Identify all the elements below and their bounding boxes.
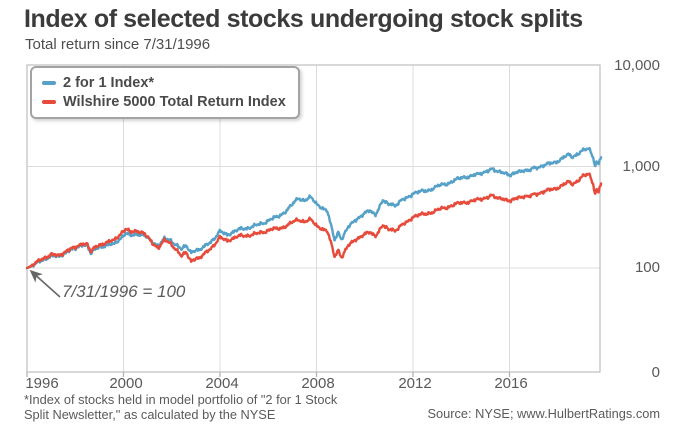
x-axis-ticks <box>26 372 511 377</box>
base-value-annotation: 7/31/1996 = 100 <box>62 282 186 301</box>
legend-label-2for1: 2 for 1 Index* <box>63 74 155 91</box>
y-tick-100: 100 <box>634 259 660 276</box>
legend-item-wilshire: Wilshire 5000 Total Return Index <box>42 92 286 111</box>
footnote-line1: *Index of stocks held in model portfolio… <box>24 392 338 407</box>
x-tick-2004: 2004 <box>205 375 239 392</box>
x-tick-2012: 2012 <box>398 375 432 392</box>
chart-title: Index of selected stocks undergoing stoc… <box>24 5 583 33</box>
chart-subtitle: Total return since 7/31/1996 <box>25 36 211 53</box>
legend-item-2for1: 2 for 1 Index* <box>42 73 286 92</box>
y-tick-0: 0 <box>651 364 660 381</box>
y-tick-1000: 1,000 <box>622 158 660 175</box>
legend-label-wilshire: Wilshire 5000 Total Return Index <box>63 93 286 110</box>
x-tick-2016: 2016 <box>494 375 528 392</box>
x-tick-2008: 2008 <box>301 375 335 392</box>
source-credit: Source: NYSE; www.HulbertRatings.com <box>427 406 660 421</box>
series-line-wilshire <box>25 172 603 270</box>
legend-swatch-blue-icon <box>42 80 56 85</box>
legend-swatch-red-icon <box>42 99 56 104</box>
y-tick-10000: 10,000 <box>614 57 660 74</box>
series-line-2for1 <box>25 146 603 270</box>
gridlines <box>27 65 600 372</box>
x-tick-1996: 1996 <box>25 375 59 392</box>
footnote-line2: Split Newsletter," as calculated by the … <box>24 407 276 422</box>
x-tick-2000: 2000 <box>109 375 143 392</box>
legend: 2 for 1 Index* Wilshire 5000 Total Retur… <box>30 66 300 119</box>
plot-frame <box>26 64 601 373</box>
annotation-arrow-icon <box>29 269 61 298</box>
